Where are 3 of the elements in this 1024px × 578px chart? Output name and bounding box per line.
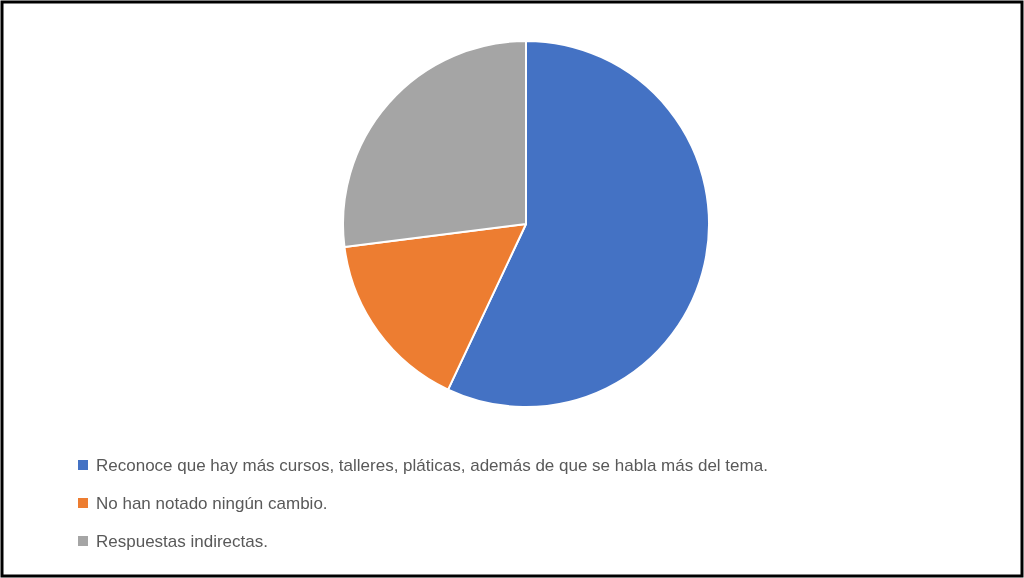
legend-label: Respuestas indirectas. (96, 531, 268, 551)
legend-label: Reconoce que hay más cursos, talleres, pláticas, además de que se habla más del tema. (96, 455, 768, 475)
legend-label: No han notado ningún cambio. (96, 493, 328, 513)
